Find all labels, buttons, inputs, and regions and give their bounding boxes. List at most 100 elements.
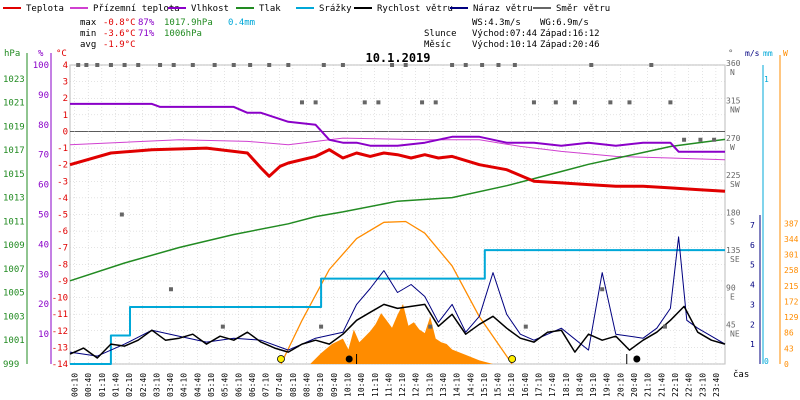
legend-label-6: Rychlost větru <box>377 4 453 14</box>
wind-direction-point <box>190 63 195 67</box>
wind-direction-point <box>286 63 291 67</box>
tick-label-time: 02:10 <box>125 373 134 397</box>
tick-label-time: 21:40 <box>657 373 666 397</box>
tick-label-dir-letter: NE <box>730 330 740 339</box>
tick-label-mm: 0 <box>764 357 769 366</box>
tick-label-time: 18:40 <box>575 373 584 397</box>
tick-label-ms: 2 <box>750 320 755 329</box>
tick-label-pct: 30 <box>38 270 49 280</box>
tick-label-pct: 100 <box>33 61 49 71</box>
tick-label-temp: -3 <box>57 177 68 187</box>
legend-label-8: Směr větru <box>556 4 610 14</box>
wind-direction-point <box>321 63 326 67</box>
tick-label-time: 19:10 <box>589 373 598 397</box>
tick-label-time: 02:40 <box>139 373 148 397</box>
tick-label-dir: 45 <box>726 321 736 330</box>
tick-label-dir-letter: S <box>730 218 735 227</box>
wind-direction-point <box>168 287 173 292</box>
tick-label-w: 215 <box>784 282 799 291</box>
stat-max-press: 1017.9hPa <box>164 18 213 28</box>
wind-direction-point <box>248 63 253 67</box>
plot-area <box>69 63 726 365</box>
stat-max-temp: -0.8°C <box>103 18 136 28</box>
axis-unit-hpa: hPa <box>4 49 20 59</box>
tick-label-hpa: 1009 <box>3 241 25 251</box>
tick-label-pct: 80 <box>38 121 49 131</box>
info-moonrise: Východ:10:14 <box>472 40 537 50</box>
wind-direction-point <box>531 100 536 105</box>
tick-label-ms: 5 <box>750 261 755 270</box>
wind-direction-point <box>463 63 468 67</box>
legend-label-2: Přízemní teplota <box>93 4 180 14</box>
tick-label-time: 07:40 <box>275 373 284 397</box>
tick-label-dir: 315 <box>726 96 741 105</box>
tick-label-temp: 2 <box>63 94 68 104</box>
info-sun: Slunce <box>424 29 457 39</box>
info-moon: Měsíc <box>424 40 451 50</box>
tick-label-time: 04:10 <box>180 373 189 397</box>
tick-label-ms: 7 <box>750 221 755 230</box>
axis-unit-temp: °C <box>56 49 67 59</box>
tick-label-hpa: 999 <box>3 360 19 370</box>
info-wg: WG:6.9m/s <box>540 18 589 28</box>
tick-label-temp: 4 <box>63 61 68 71</box>
wind-direction-point <box>76 63 81 67</box>
tick-label-temp: -13 <box>52 343 68 353</box>
tick-label-time: 14:40 <box>466 373 475 397</box>
axis-unit-mm: mm <box>763 49 773 58</box>
wind-direction-point <box>523 324 528 329</box>
wind-direction-point <box>668 100 673 105</box>
tick-label-hpa: 1005 <box>3 289 25 299</box>
wind-direction-point <box>572 100 577 105</box>
wind-direction-point <box>649 63 654 67</box>
tick-label-dir-letter: W <box>730 143 735 152</box>
tick-label-w: 344 <box>784 235 799 244</box>
tick-label-time: 11:40 <box>384 373 393 397</box>
tick-label-w: 258 <box>784 266 799 275</box>
stat-max-label: max <box>80 18 97 28</box>
tick-label-temp: -10 <box>52 294 68 304</box>
wind-direction-point <box>119 212 124 217</box>
tick-label-temp: -4 <box>57 194 68 204</box>
stat-min-temp: -3.6°C <box>103 29 136 39</box>
tick-label-time: 06:10 <box>234 373 243 397</box>
tick-label-temp: -2 <box>57 161 68 171</box>
wind-direction-point <box>600 287 605 292</box>
wind-direction-point <box>480 63 485 67</box>
wind-direction-point <box>662 324 667 329</box>
markers <box>277 354 641 364</box>
chart-title: 10.1.2019 <box>365 51 430 65</box>
wind-direction-point <box>496 63 501 67</box>
tick-label-time: 13:10 <box>425 373 434 397</box>
tick-label-hpa: 1001 <box>3 336 25 346</box>
tick-label-pct: 10 <box>38 330 49 340</box>
legend-label-5: Srážky <box>319 4 352 14</box>
tick-label-time: 20:40 <box>630 373 639 397</box>
tick-label-time: 22:10 <box>671 373 680 397</box>
tick-label-time: 18:10 <box>562 373 571 397</box>
tick-label-hpa: 1023 <box>3 75 25 85</box>
wind-direction-point <box>313 100 318 105</box>
tick-label-time: 21:10 <box>644 373 653 397</box>
tick-label-time: 05:40 <box>221 373 230 397</box>
axis-unit-pct: % <box>38 49 44 59</box>
tick-label-time: 22:40 <box>685 373 694 397</box>
tick-label-dir-letter: NW <box>730 105 740 114</box>
tick-label-hpa: 1013 <box>3 194 25 204</box>
moonset-marker <box>633 355 641 363</box>
stat-min-hum: 71% <box>138 29 155 39</box>
tick-label-w: 301 <box>784 251 799 260</box>
tick-label-ms: 3 <box>750 300 755 309</box>
tick-label-dir: 225 <box>726 171 741 180</box>
stat-avg-temp: -1.9°C <box>103 40 136 50</box>
tick-label-w: 0 <box>784 360 789 369</box>
tick-label-ms: 4 <box>750 281 755 290</box>
wind-direction-point <box>108 63 113 67</box>
wind-direction-point <box>698 137 703 142</box>
tick-label-time: 17:10 <box>535 373 544 397</box>
tick-label-time: 09:40 <box>330 373 339 397</box>
wind-direction-point <box>428 324 433 329</box>
tick-label-temp: 0 <box>63 127 68 137</box>
tick-label-time: 01:40 <box>111 373 120 397</box>
